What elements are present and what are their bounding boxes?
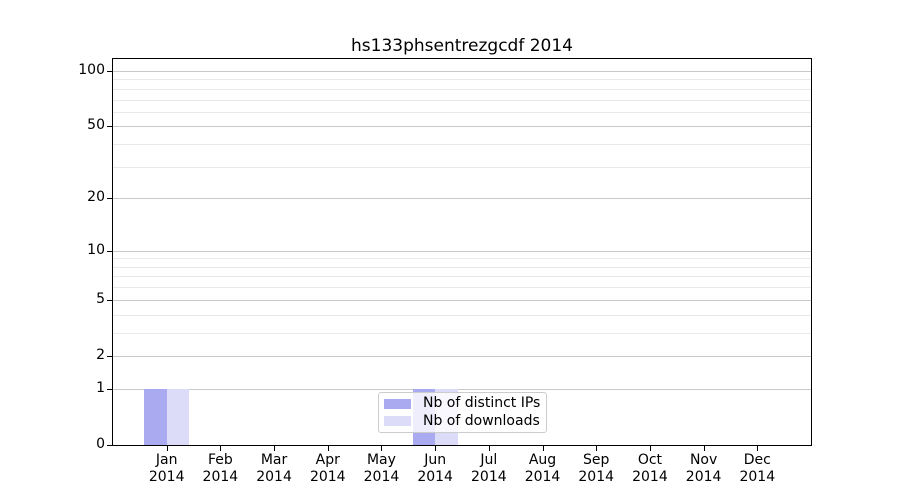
y-tick-label: 100 [78, 62, 105, 78]
x-tick-year: 2014 [417, 469, 453, 485]
x-tick-label: Aug 2014 [508, 452, 578, 486]
gridline-minor [113, 287, 811, 289]
gridline-minor [113, 332, 811, 334]
legend-label-downloads: Nb of downloads [423, 412, 540, 429]
x-tick-year: 2014 [256, 469, 292, 485]
x-tick-label: May 2014 [346, 452, 416, 486]
y-axis-tick [107, 355, 112, 357]
bar-nb-of-distinct-ips-jan [144, 388, 167, 445]
x-axis-tick [381, 446, 383, 451]
gridline-minor [113, 88, 811, 90]
y-tick-label: 1 [96, 379, 105, 396]
x-axis-tick [435, 446, 437, 451]
legend-item-distinct-ips: Nb of distinct IPs [384, 395, 540, 412]
gridline-major [113, 388, 811, 390]
x-tick-year: 2014 [739, 469, 776, 485]
gridline-major [113, 198, 811, 200]
gridline-minor [113, 99, 811, 101]
x-tick-year: 2014 [202, 469, 239, 485]
gridline-major [113, 250, 811, 252]
y-axis-tick [107, 388, 112, 390]
y-tick-label: 50 [87, 117, 105, 134]
x-tick-year: 2014 [148, 469, 185, 485]
x-tick-label: Jun 2014 [400, 452, 470, 486]
x-tick-label: Apr 2014 [293, 452, 363, 486]
gridline-minor [113, 79, 811, 81]
x-tick-label: Nov 2014 [669, 452, 739, 486]
y-tick-label: 5 [96, 290, 105, 307]
chart-title: hs133phsentrezgcdf 2014 [351, 36, 573, 56]
x-tick-year: 2014 [471, 469, 507, 485]
gridline-minor [113, 166, 811, 168]
x-axis-tick [542, 446, 544, 451]
x-tick-year: 2014 [685, 469, 722, 485]
gridline-major [113, 355, 811, 357]
y-axis-tick [107, 250, 112, 252]
gridline-minor [113, 258, 811, 260]
x-axis-tick [274, 446, 276, 451]
gridline-minor [113, 276, 811, 278]
x-tick-label: Dec 2014 [722, 452, 792, 486]
x-axis-tick [703, 446, 705, 451]
y-axis-tick [107, 71, 112, 72]
bar-nb-of-downloads-jan [166, 388, 190, 445]
x-axis-tick [757, 446, 759, 451]
gridline-major [113, 126, 811, 128]
x-tick-year: 2014 [363, 469, 400, 485]
gridline-major [113, 71, 811, 72]
x-tick-label: Jul 2014 [454, 452, 524, 486]
gridline-minor [113, 144, 811, 146]
x-tick-label: Jan 2014 [132, 452, 202, 486]
x-tick-year: 2014 [524, 469, 561, 485]
y-axis-tick [107, 198, 112, 200]
legend: Nb of distinct IPs Nb of downloads [378, 392, 547, 433]
x-tick-label: Oct 2014 [615, 452, 685, 486]
gridline-minor [113, 111, 811, 113]
x-tick-year: 2014 [632, 469, 668, 485]
x-axis-tick [649, 446, 651, 451]
plot-area [112, 58, 812, 446]
x-tick-year: 2014 [578, 469, 615, 485]
y-axis-tick [107, 299, 112, 301]
gridline-major [113, 299, 811, 301]
gridline-minor [113, 314, 811, 316]
gridline-minor [113, 266, 811, 268]
legend-item-downloads: Nb of downloads [384, 413, 540, 430]
x-tick-label: Feb 2014 [185, 452, 255, 486]
x-axis-tick [327, 446, 329, 451]
x-axis-tick [166, 446, 168, 451]
legend-swatch-downloads [384, 416, 411, 427]
legend-label-distinct-ips: Nb of distinct IPs [423, 395, 541, 412]
y-axis-tick [107, 445, 112, 446]
x-tick-label: Sep 2014 [561, 452, 631, 486]
x-axis-tick [488, 446, 490, 451]
legend-swatch-distinct-ips [384, 398, 411, 409]
x-tick-year: 2014 [309, 469, 346, 485]
y-tick-label: 0 [96, 436, 105, 452]
x-axis-tick [220, 446, 222, 451]
x-axis-tick [596, 446, 598, 451]
y-axis-tick [107, 126, 112, 128]
y-tick-label: 10 [87, 241, 105, 258]
x-tick-label: Mar 2014 [239, 452, 309, 486]
y-tick-label: 2 [96, 346, 105, 363]
y-tick-label: 20 [87, 189, 105, 206]
